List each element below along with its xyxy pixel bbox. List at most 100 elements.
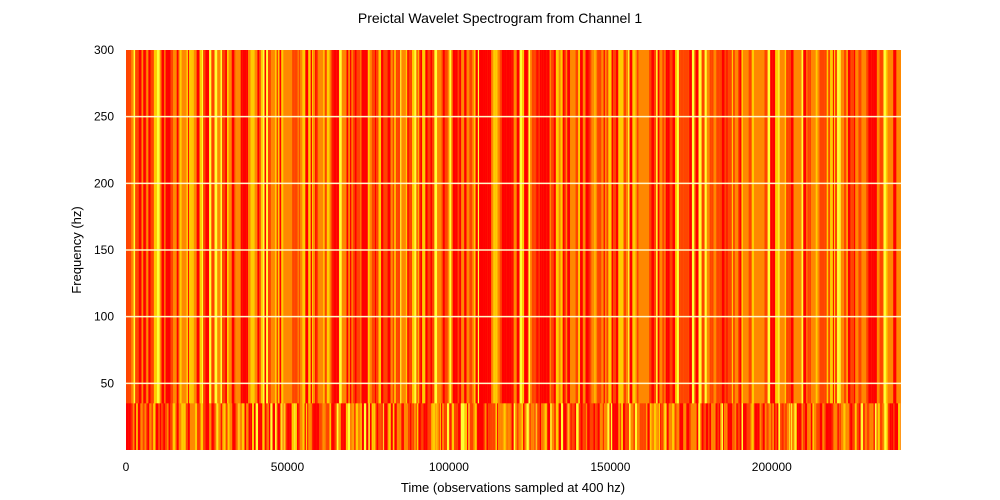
heatmap-cell-low-band: [528, 403, 530, 450]
heatmap-cell-low-band: [254, 403, 256, 450]
heatmap-cell-low-band: [841, 403, 844, 450]
heatmap-cell-low-band: [155, 403, 158, 450]
heatmap-cell-low-band: [762, 403, 765, 450]
heatmap-cell-low-band: [394, 403, 397, 450]
heatmap-cell-low-band: [136, 403, 138, 450]
heatmap-cell-low-band: [796, 403, 799, 450]
heatmap-cell-low-band: [529, 403, 531, 450]
heatmap-cell-low-band: [473, 403, 475, 450]
heatmap-cell-low-band: [258, 403, 260, 450]
heatmap-cell-low-band: [879, 403, 883, 450]
heatmap-cell-low-band: [551, 403, 555, 450]
heatmap-cell-low-band: [822, 403, 825, 450]
heatmap-cell-low-band: [685, 403, 687, 450]
heatmap-cell-low-band: [595, 403, 598, 450]
heatmap-cell-low-band: [275, 403, 277, 450]
heatmap-cell-low-band: [870, 403, 872, 450]
heatmap-cell-low-band: [667, 403, 669, 450]
heatmap-cell-low-band: [635, 403, 637, 450]
heatmap-cell-low-band: [660, 403, 662, 450]
heatmap-cell-low-band: [345, 403, 348, 450]
heatmap-cell-low-band: [574, 403, 577, 450]
heatmap-cell-low-band: [264, 403, 266, 450]
heatmap-cell-low-band: [239, 403, 242, 450]
heatmap-cell-low-band: [410, 403, 412, 450]
heatmap-cell-low-band: [690, 403, 692, 450]
heatmap-cell-low-band: [487, 403, 490, 450]
heatmap-cell-low-band: [718, 403, 721, 450]
heatmap-cell-low-band: [267, 403, 269, 450]
heatmap-cell-low-band: [366, 403, 369, 450]
heatmap-cell-low-band: [753, 403, 755, 450]
heatmap-cell-low-band: [694, 403, 697, 450]
heatmap-cell-low-band: [534, 403, 536, 450]
heatmap-cell-low-band: [140, 403, 143, 450]
heatmap-cell-low-band: [674, 403, 677, 450]
heatmap-cell-low-band: [516, 403, 519, 450]
heatmap-cell-low-band: [401, 403, 403, 450]
heatmap-cell-low-band: [535, 403, 537, 450]
heatmap-cell-low-band: [571, 403, 573, 450]
heatmap-cell-low-band: [658, 403, 661, 450]
heatmap-cell-low-band: [791, 403, 793, 450]
heatmap-cell-low-band: [260, 403, 263, 450]
heatmap-cell-low-band: [268, 403, 271, 450]
heatmap-cell-low-band: [163, 403, 166, 450]
y-axis-ticks: 50 100 150 200 250 300: [94, 43, 114, 390]
heatmap-cell-low-band: [510, 403, 512, 450]
heatmap-cell-low-band: [227, 403, 230, 450]
heatmap-cell-low-band: [238, 403, 240, 450]
heatmap-cell-low-band: [886, 403, 888, 450]
heatmap-cell-low-band: [783, 403, 785, 450]
heatmap-cell-low-band: [213, 403, 216, 450]
heatmap-cell-low-band: [621, 403, 623, 450]
heatmap-cell-low-band: [798, 403, 801, 450]
heatmap-cell-low-band: [418, 403, 421, 450]
heatmap-cell-low-band: [279, 403, 282, 450]
heatmap-cell-low-band: [630, 403, 634, 450]
heatmap-cell-low-band: [614, 403, 617, 450]
x-tick-label: 100000: [429, 460, 469, 474]
heatmap-cell-low-band: [126, 403, 129, 450]
heatmap-cell-low-band: [871, 403, 874, 450]
heatmap-cell-low-band: [778, 403, 781, 450]
heatmap-cell-low-band: [384, 403, 386, 450]
heatmap-cell-low-band: [302, 403, 305, 450]
chart-title: Preictal Wavelet Spectrogram from Channe…: [358, 10, 642, 26]
heatmap-cell-low-band: [469, 403, 472, 450]
heatmap-cell-low-band: [352, 403, 354, 450]
heatmap-cell-low-band: [495, 403, 498, 450]
heatmap-cell-low-band: [711, 403, 714, 450]
heatmap-cell-low-band: [795, 403, 797, 450]
heatmap-cell-low-band: [375, 403, 377, 450]
heatmap-cell-low-band: [396, 403, 400, 450]
heatmap-cell-low-band: [446, 403, 450, 450]
heatmap-cell-low-band: [671, 403, 673, 450]
heatmap-cell-low-band: [683, 403, 686, 450]
heatmap-cell-low-band: [513, 403, 516, 450]
heatmap-cell-low-band: [572, 403, 575, 450]
heatmap-cell-low-band: [387, 403, 389, 450]
heatmap-cell-low-band: [609, 403, 611, 450]
heatmap-cell-low-band: [468, 403, 470, 450]
heatmap-cell-low-band: [570, 403, 572, 450]
heatmap-cell-low-band: [205, 403, 209, 450]
heatmap-cell-low-band: [476, 403, 478, 450]
heatmap-cell-low-band: [560, 403, 564, 450]
heatmap-cell-low-band: [687, 403, 690, 450]
heatmap-cell-low-band: [782, 403, 784, 450]
heatmap-cell-low-band: [493, 403, 496, 450]
heatmap-cell-low-band: [703, 403, 706, 450]
heatmap-cell-low-band: [583, 403, 586, 450]
heatmap-cell-low-band: [698, 403, 701, 450]
heatmap-cell-low-band: [272, 403, 276, 450]
heatmap-cell-low-band: [567, 403, 569, 450]
heatmap-cell-low-band: [657, 403, 659, 450]
heatmap-cell-low-band: [831, 403, 833, 450]
heatmap-cell-low-band: [231, 403, 233, 450]
heatmap-cell-low-band: [653, 403, 657, 450]
heatmap-cell-low-band: [298, 403, 301, 450]
heatmap-cell-low-band: [895, 403, 899, 450]
heatmap-cell-low-band: [838, 403, 840, 450]
heatmap-cell-low-band: [751, 403, 754, 450]
